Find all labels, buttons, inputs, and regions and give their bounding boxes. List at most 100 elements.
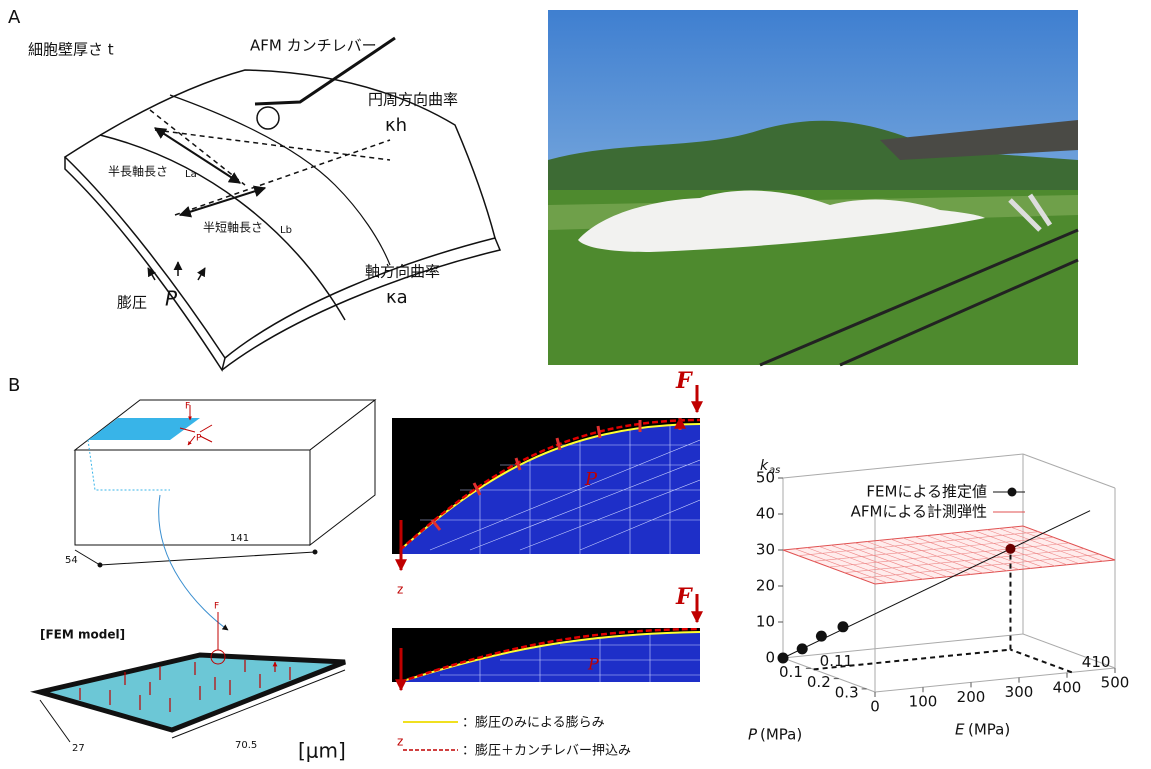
plane-grid xyxy=(798,531,1039,556)
mesh-top-part-part xyxy=(430,418,680,531)
e-tick-label: 300 xyxy=(1005,683,1034,701)
block-diagram-part xyxy=(158,494,229,631)
label: F xyxy=(675,584,693,610)
legend-swatch xyxy=(1007,487,1017,497)
fem-point xyxy=(837,621,849,633)
guide-line xyxy=(1010,648,1073,674)
axis-label: k xyxy=(760,458,769,474)
legend-label: ：膨圧＋カンチレバー押込み xyxy=(462,744,631,759)
label: z xyxy=(397,583,403,597)
block-diagram-part xyxy=(88,418,200,440)
shell-diagram-part xyxy=(254,36,396,106)
fem-point xyxy=(777,652,789,664)
z-tick-label: 10 xyxy=(756,613,775,631)
label: P xyxy=(587,655,599,674)
legend-label: AFMによる計測弾性 xyxy=(851,503,987,521)
shell-diagram-part xyxy=(221,237,502,371)
plane-grid xyxy=(859,554,1100,579)
shell-diagram-part xyxy=(63,69,496,360)
shell-diagram-part xyxy=(169,94,391,266)
z-tick-label: 40 xyxy=(756,505,775,523)
block-diagram-part xyxy=(74,449,311,546)
fem-slab-part xyxy=(30,652,346,733)
block-diagram-part xyxy=(97,562,103,568)
label: F xyxy=(185,402,190,412)
label: 軸方向曲率 xyxy=(365,263,440,281)
axis-label: (MPa) xyxy=(968,721,1010,739)
block-diagram-part xyxy=(179,424,213,445)
mesh-top-part-part xyxy=(399,418,700,551)
label: P xyxy=(584,469,598,490)
shell-diagram-part xyxy=(64,157,226,372)
mesh-bottom-part-part xyxy=(399,628,700,682)
mesh-bottom-part xyxy=(399,628,700,682)
fem-point xyxy=(1005,543,1016,554)
photo-part xyxy=(759,228,1079,367)
label: F xyxy=(214,602,219,612)
arrows xyxy=(395,385,703,692)
axis-label: E xyxy=(955,721,965,739)
fem-slab xyxy=(30,612,346,743)
plane-grid xyxy=(813,537,1054,562)
fem-point xyxy=(815,630,827,642)
shell-diagram-part xyxy=(197,267,206,281)
photo-part xyxy=(548,120,1078,210)
box-edge xyxy=(782,453,1024,479)
symbol: Lb xyxy=(280,225,292,236)
z-tick-label: 50 xyxy=(756,469,775,487)
box-edge xyxy=(782,633,1024,659)
label: 半長軸長さ xyxy=(108,165,168,179)
axis-label: (MPa) xyxy=(760,726,802,744)
photo-part xyxy=(880,120,1078,160)
mesh-bottom xyxy=(392,628,700,682)
label: [FEM model] xyxy=(40,628,125,642)
block-diagram-part xyxy=(312,549,318,555)
block-diagram xyxy=(73,398,377,631)
legend-label: FEMによる推定値 xyxy=(866,483,987,501)
shell-diagram-part xyxy=(178,185,267,218)
z-tick-label: 20 xyxy=(756,577,775,595)
block-diagram-part xyxy=(87,439,170,491)
photo-part xyxy=(578,190,985,252)
p-tick-label: 0.2 xyxy=(807,673,831,691)
panel-label: A xyxy=(8,7,21,28)
symbol: κh xyxy=(385,115,407,136)
shell-diagram-part xyxy=(256,106,280,130)
block-diagram-part xyxy=(74,549,316,566)
label: 細胞壁厚さ t xyxy=(28,41,114,59)
shell-diagram-part xyxy=(153,127,242,184)
photo xyxy=(548,10,1079,367)
mesh-bottom-part-part xyxy=(400,632,700,682)
legend-label: ：膨圧のみによる膨らみ xyxy=(462,716,605,731)
label: F xyxy=(675,368,693,394)
shell-diagram-part xyxy=(147,267,156,281)
axis-label: as xyxy=(769,465,780,476)
e-tick-label: 100 xyxy=(909,693,938,711)
symbol: P xyxy=(165,287,178,311)
annotation: 410 xyxy=(1082,653,1111,671)
label: 膨圧 xyxy=(117,294,147,312)
fem-point xyxy=(796,643,808,655)
box-edge xyxy=(1022,633,1116,669)
annotation: 0.11 xyxy=(820,652,853,670)
photo-part xyxy=(1008,193,1053,232)
fem-trend xyxy=(782,510,1091,659)
box-edge xyxy=(874,667,1116,693)
dimension: 70.5 xyxy=(235,740,257,751)
p-tick-label: 0.1 xyxy=(779,663,803,681)
axis-label: P xyxy=(748,726,758,744)
shell-diagram xyxy=(63,36,502,372)
mesh-top-part-part xyxy=(420,426,700,554)
p-tick-label: 0.3 xyxy=(835,683,859,701)
label: 半短軸長さ xyxy=(203,221,263,235)
e-tick-label: 0 xyxy=(870,698,880,716)
fem-slab-part xyxy=(210,649,226,665)
box-edge xyxy=(1022,453,1116,489)
mesh-top-part xyxy=(399,418,700,554)
z-tick-label: 30 xyxy=(756,541,775,559)
e-tick-label: 400 xyxy=(1053,678,1082,696)
label: P xyxy=(196,434,202,444)
fem-slab-part xyxy=(79,660,291,712)
